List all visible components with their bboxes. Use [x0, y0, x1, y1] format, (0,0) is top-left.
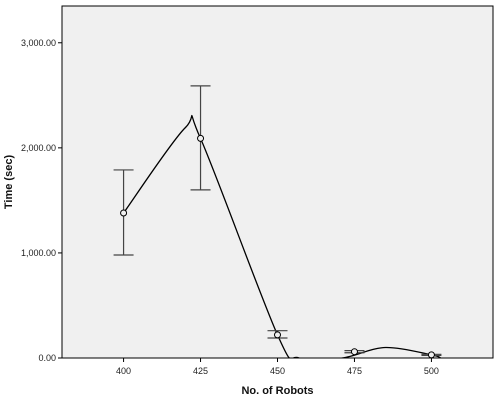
y-tick-label: 1,000.00: [21, 248, 56, 258]
y-tick-label: 0.00: [38, 353, 56, 363]
data-point: [274, 331, 281, 339]
x-axis-title: No. of Robots: [241, 385, 313, 397]
x-tick-label: 475: [347, 366, 362, 376]
series-curve: [123, 115, 441, 358]
x-tick-label: 450: [270, 366, 285, 376]
data-point: [197, 134, 205, 142]
data-points: [120, 134, 435, 359]
y-tick-label: 3,000.00: [21, 38, 56, 48]
data-point: [120, 209, 128, 217]
x-axis: 400 425 450 475 500: [116, 358, 439, 376]
y-axis-title: Time (sec): [3, 155, 15, 210]
x-tick-label: 425: [193, 366, 208, 376]
y-tick-label: 2,000.00: [21, 143, 56, 153]
y-axis: 0.00 1,000.00 2,000.00 3,000.00: [21, 38, 62, 363]
plot-area: [61, 5, 494, 359]
x-tick-label: 500: [424, 366, 439, 376]
x-tick-label: 400: [116, 366, 131, 376]
data-point: [427, 351, 435, 359]
data-point: [350, 348, 358, 356]
